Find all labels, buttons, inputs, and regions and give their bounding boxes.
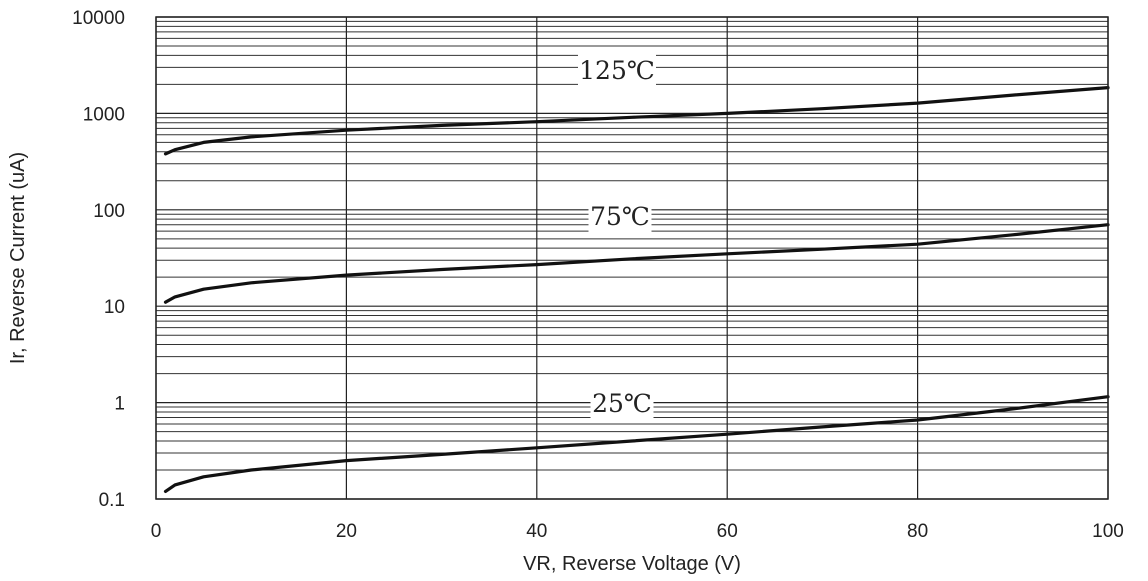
series-label-box (590, 385, 654, 419)
y-tick-label: 10000 (72, 8, 125, 29)
plot-frame (155, 16, 1109, 500)
x-tick-label: 80 (907, 521, 928, 542)
series-label-box (578, 52, 656, 86)
series-label-box (588, 198, 652, 232)
series-line (163, 395, 1110, 493)
x-tick-label: 20 (336, 521, 357, 542)
y-tick-label: 10 (104, 297, 125, 318)
x-tick-label: 100 (1092, 521, 1124, 542)
y-axis-title: Ir, Reverse Current (uA) (7, 152, 29, 364)
series-label: 75℃ (590, 202, 650, 231)
x-tick-label: 60 (717, 521, 738, 542)
series-line (163, 223, 1110, 304)
x-tick-label: 40 (526, 521, 547, 542)
series-label: 25℃ (592, 389, 652, 418)
series-labels: 125℃ 75℃ 25℃ (578, 52, 656, 419)
grid (155, 16, 1109, 500)
series-label: 125℃ (579, 56, 655, 85)
tick-labels: 0 20 40 60 80 100 0.1 1 10 100 1000 10000 (72, 8, 1124, 542)
series-line (163, 85, 1110, 156)
x-axis-title: VR, Reverse Voltage (V) (523, 553, 741, 575)
x-tick-label: 0 (151, 521, 162, 542)
y-tick-label: 1000 (83, 104, 125, 125)
y-tick-label: 0.1 (99, 490, 125, 511)
y-tick-label: 1 (114, 394, 125, 415)
curves (163, 85, 1110, 493)
y-tick-label: 100 (93, 201, 125, 222)
